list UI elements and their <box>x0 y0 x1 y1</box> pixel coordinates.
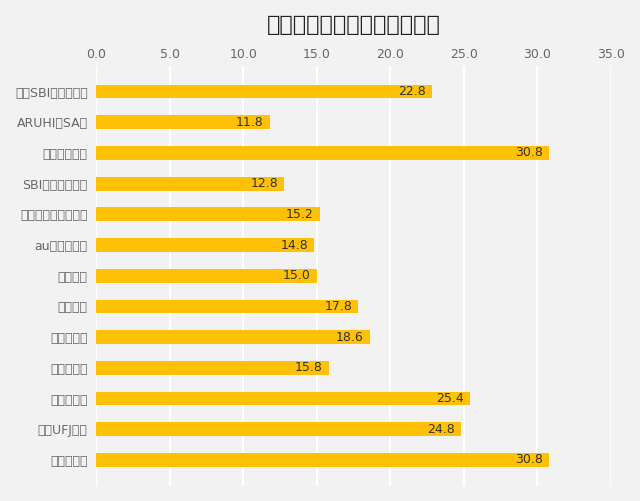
Bar <box>96 177 284 190</box>
Text: 14.8: 14.8 <box>280 238 308 252</box>
Bar <box>96 330 370 344</box>
Text: 15.2: 15.2 <box>286 208 314 221</box>
Text: 15.0: 15.0 <box>283 269 311 282</box>
Text: 30.8: 30.8 <box>515 146 543 159</box>
Title: 信頼できる住宅ローンである: 信頼できる住宅ローンである <box>267 15 440 35</box>
Text: 24.8: 24.8 <box>428 423 455 436</box>
Text: 18.6: 18.6 <box>336 331 364 344</box>
Bar <box>96 300 358 313</box>
Bar <box>96 453 549 467</box>
Text: 17.8: 17.8 <box>324 300 352 313</box>
Bar <box>96 238 314 252</box>
Bar <box>96 361 328 375</box>
Bar <box>96 422 461 436</box>
Text: 11.8: 11.8 <box>236 116 264 129</box>
Text: 15.8: 15.8 <box>295 361 323 374</box>
Text: 30.8: 30.8 <box>515 453 543 466</box>
Bar <box>96 146 549 160</box>
Text: 25.4: 25.4 <box>436 392 464 405</box>
Bar <box>96 115 269 129</box>
Bar <box>96 269 317 283</box>
Text: 12.8: 12.8 <box>251 177 278 190</box>
Text: 22.8: 22.8 <box>398 85 426 98</box>
Bar <box>96 392 470 405</box>
Bar <box>96 85 431 99</box>
Bar <box>96 207 320 221</box>
